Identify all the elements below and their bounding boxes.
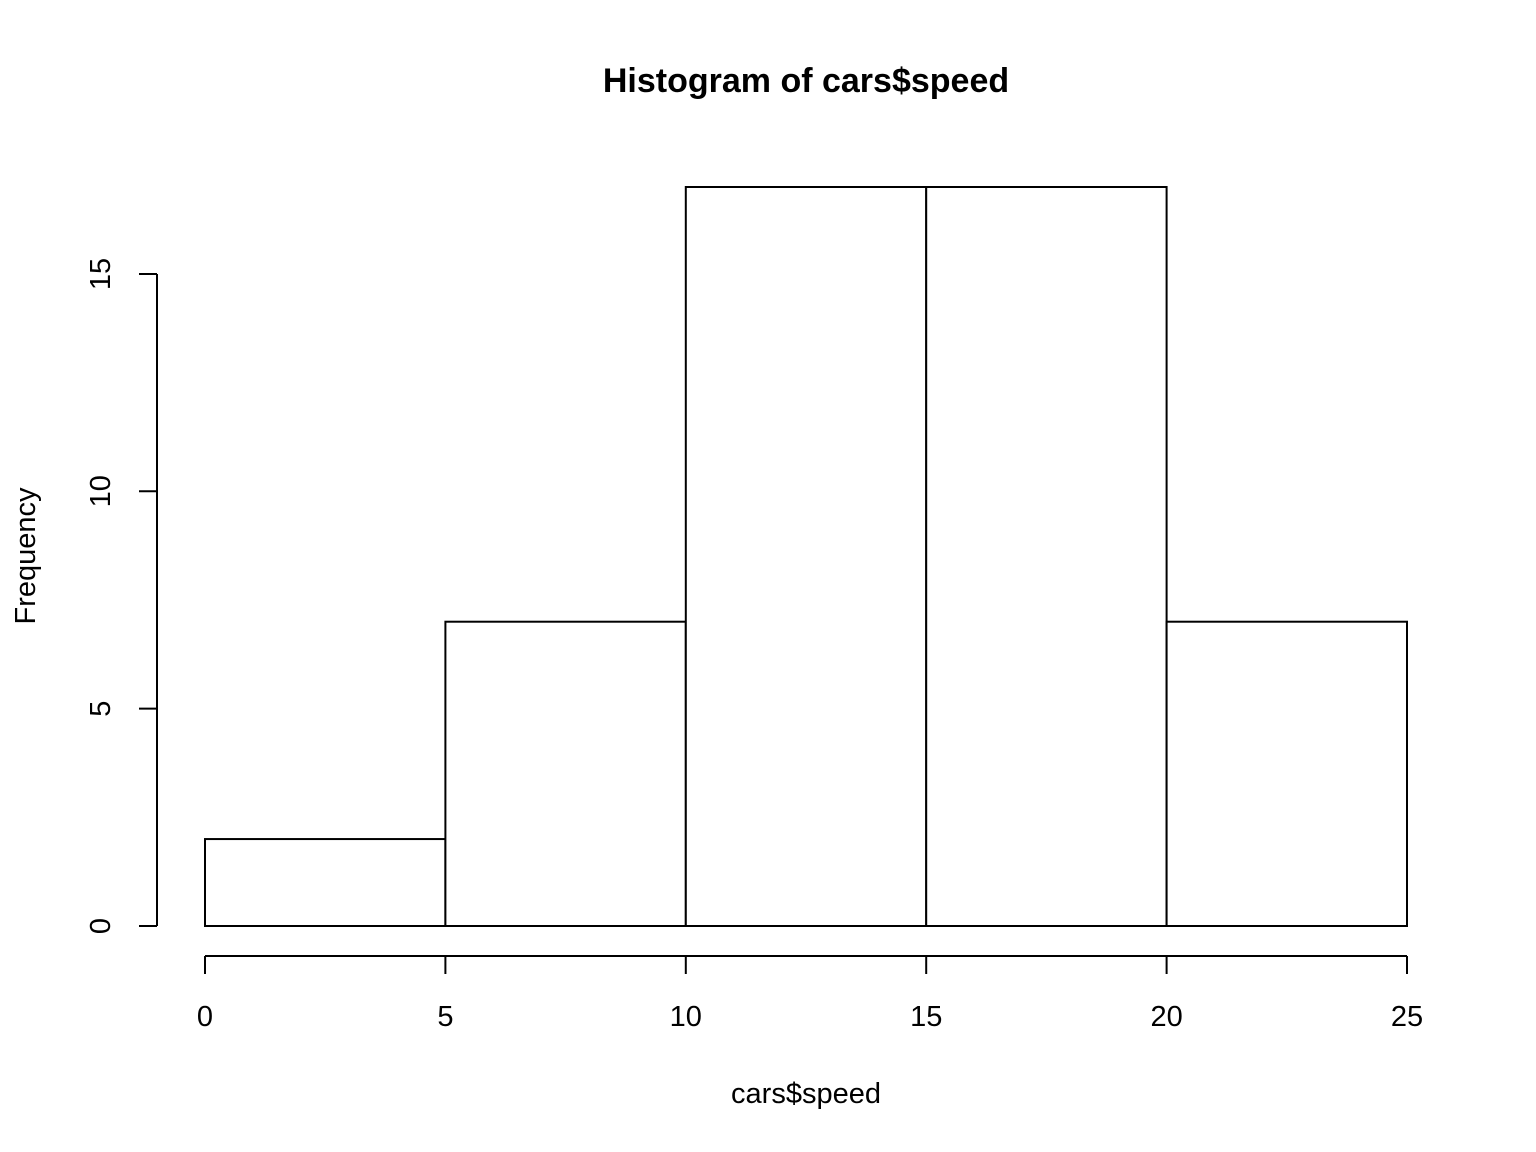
x-tick-label: 10 bbox=[670, 1001, 702, 1033]
y-axis: 0 5 10 15 bbox=[85, 258, 158, 934]
x-tick-label: 15 bbox=[910, 1001, 942, 1033]
histogram-bar bbox=[684, 186, 928, 927]
histogram-bar bbox=[1165, 620, 1408, 927]
histogram-bar bbox=[204, 838, 447, 928]
x-tick-label: 5 bbox=[437, 1001, 453, 1033]
x-tick-label: 0 bbox=[197, 1001, 213, 1033]
histogram-bar bbox=[925, 186, 1168, 927]
x-tick-label: 25 bbox=[1391, 1001, 1423, 1033]
y-tick-label: 0 bbox=[85, 918, 117, 934]
chart-title: Histogram of cars$speed bbox=[603, 62, 1009, 100]
histogram-bars bbox=[204, 186, 1408, 928]
y-tick-label: 15 bbox=[85, 258, 117, 290]
y-tick-label: 10 bbox=[85, 475, 117, 507]
x-axis: 0 5 10 15 20 25 bbox=[197, 955, 1423, 1033]
y-tick-label: 5 bbox=[85, 701, 117, 717]
histogram-bar bbox=[444, 620, 687, 927]
x-axis-label: cars$speed bbox=[731, 1078, 881, 1110]
y-axis-label: Frequency bbox=[10, 487, 42, 625]
x-tick-label: 20 bbox=[1150, 1001, 1182, 1033]
